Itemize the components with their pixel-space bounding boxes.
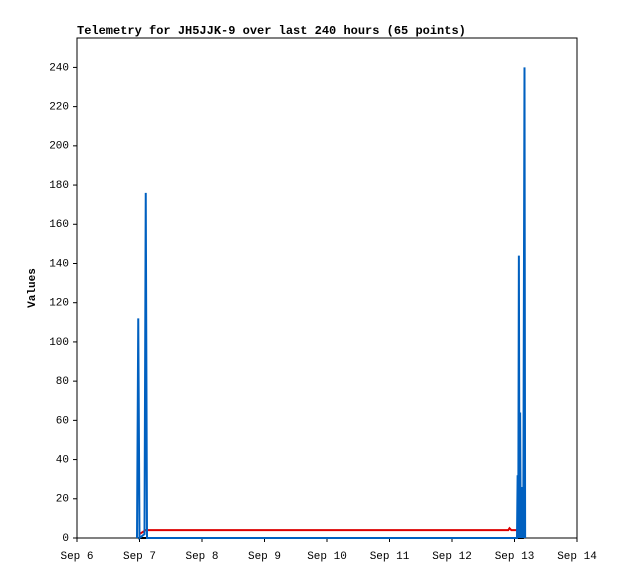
- y-tick-label: 120: [49, 298, 69, 310]
- x-tick-label: Sep 11: [370, 551, 410, 563]
- y-tick-label: 100: [49, 337, 69, 349]
- y-tick-label: 220: [49, 102, 69, 114]
- y-tick-label: 180: [49, 180, 69, 192]
- x-tick-label: Sep 6: [60, 551, 93, 563]
- y-tick-label: 160: [49, 219, 69, 231]
- y-tick-label: 140: [49, 258, 69, 270]
- y-tick-label: 240: [49, 62, 69, 74]
- x-tick-label: Sep 9: [248, 551, 281, 563]
- x-tick-label: Sep 8: [185, 551, 218, 563]
- x-tick-label: Sep 7: [123, 551, 156, 563]
- series-line: [136, 67, 527, 541]
- y-tick-label: 200: [49, 141, 69, 153]
- y-tick-label: 60: [56, 415, 69, 427]
- y-tick-label: 80: [56, 376, 69, 388]
- x-tick-label: Sep 10: [307, 551, 347, 563]
- x-tick-label: Sep 13: [495, 551, 535, 563]
- chart-title: Telemetry for JH5JJK-9 over last 240 hou…: [77, 24, 466, 38]
- x-tick-label: Sep 12: [432, 551, 472, 563]
- y-tick-label: 0: [62, 533, 69, 545]
- y-tick-label: 40: [56, 454, 69, 466]
- y-tick-label: 20: [56, 494, 69, 506]
- x-tick-label: Sep 14: [557, 551, 597, 563]
- y-axis-label: Values: [27, 268, 39, 308]
